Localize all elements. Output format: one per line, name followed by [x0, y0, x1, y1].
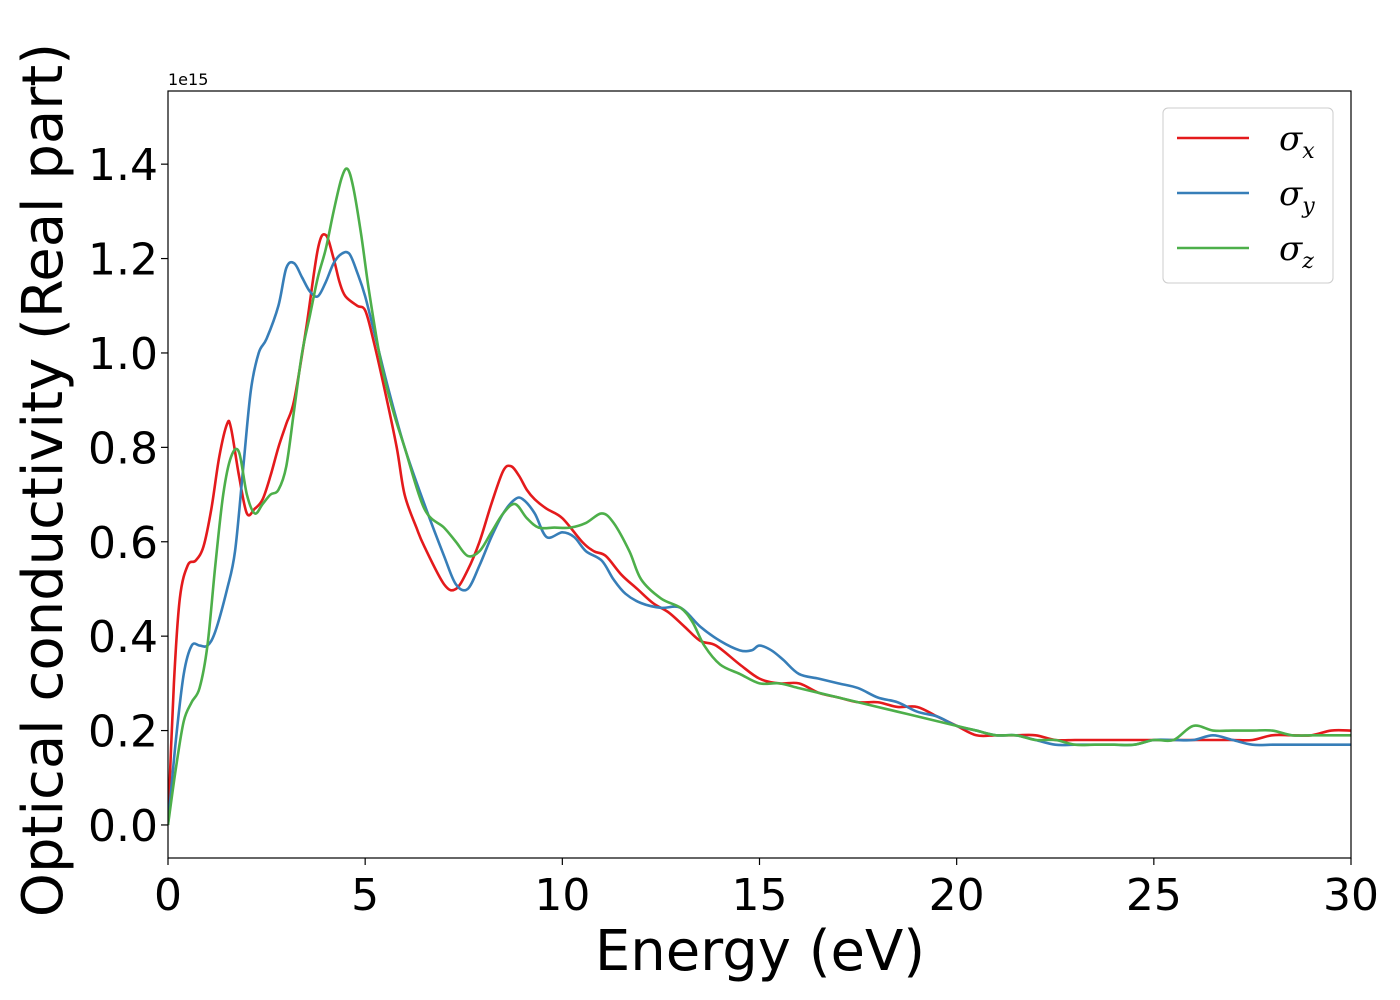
- y-tick-label: 0.2: [88, 707, 158, 758]
- y-tick-label: 0.0: [88, 801, 158, 852]
- y-tick-label: 0.6: [88, 518, 158, 569]
- y-axis-label: Optical conductivity (Real part): [11, 43, 76, 917]
- x-tick-label: 10: [534, 870, 590, 921]
- x-tick-label: 25: [1126, 870, 1182, 921]
- y-axis: 0.0 0.2 0.4 0.6 0.8 1.0 1.2 1.4: [88, 140, 168, 852]
- series-line-z: [168, 167, 1351, 826]
- y-tick-label: 1.2: [88, 235, 158, 286]
- x-axis-label: Energy (eV): [595, 919, 925, 984]
- x-tick-label: 30: [1323, 870, 1379, 921]
- series-line-x: [168, 233, 1351, 826]
- y-tick-label: 0.4: [88, 612, 158, 663]
- y-tick-label: 1.0: [88, 329, 158, 380]
- x-axis: 0 5 10 15 20 25 30: [154, 858, 1379, 921]
- x-tick-label: 5: [351, 870, 379, 921]
- y-tick-label: 1.4: [88, 140, 158, 191]
- x-tick-label: 15: [732, 870, 788, 921]
- y-offset-text: 1e15: [168, 70, 208, 89]
- x-tick-label: 0: [154, 870, 182, 921]
- series-layer: [168, 167, 1351, 826]
- legend-box: [1162, 107, 1334, 284]
- y-tick-label: 0.8: [88, 423, 158, 474]
- x-tick-label: 20: [929, 870, 985, 921]
